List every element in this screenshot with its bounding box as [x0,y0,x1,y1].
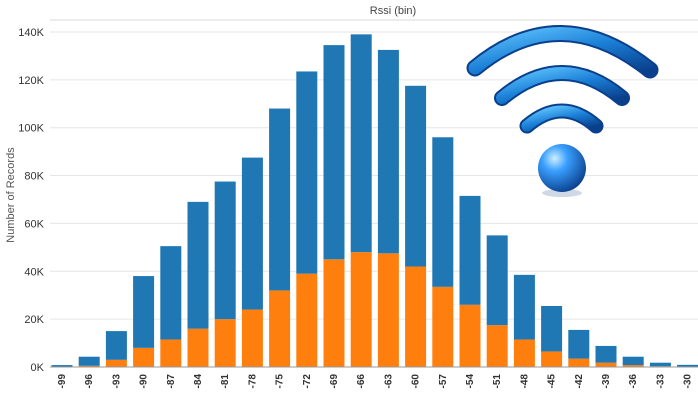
bar-orange [241,309,263,367]
bar-blue [568,329,590,359]
bar-blue [350,34,372,253]
bar-orange [459,304,481,367]
x-tick-label: -69 [329,374,340,389]
y-tick-label: 0K [31,362,45,374]
bar-orange [350,252,372,367]
bar-blue [105,331,127,360]
bar-orange [214,319,236,367]
bar-blue [513,274,535,340]
x-tick-label: -36 [628,374,639,389]
bar-blue [160,246,182,340]
wifi-arc-middle [496,67,628,104]
y-tick-label: 40K [24,266,44,278]
bar-orange [486,325,508,367]
bar-blue [432,137,454,287]
x-tick-label: -96 [84,374,95,389]
bar-orange [377,253,399,367]
bar-orange [323,259,345,367]
y-tick-label: 20K [24,314,44,326]
bar-blue [595,345,617,363]
bar-blue [459,195,481,305]
x-tick-label: -54 [465,374,476,389]
bar-blue [622,356,644,366]
x-tick-label: -99 [57,374,68,389]
bars [51,34,698,367]
x-tick-label: -81 [220,374,231,389]
bar-orange [595,362,617,367]
bar-blue [187,201,209,329]
x-tick-label: -84 [193,374,204,389]
x-tick-label: -60 [411,374,422,389]
bar-orange [296,273,318,367]
x-tick-label: -87 [166,374,177,389]
bar-orange [78,365,100,367]
y-axis-ticks: 0K 20K 40K 60K 80K 100K 120K 140K [18,27,44,374]
bar-blue [214,181,236,320]
bar-blue [377,49,399,254]
x-tick-label: -42 [574,374,585,389]
x-tick-label: -57 [438,374,449,389]
bar-orange [105,359,127,367]
bar-orange [269,290,291,367]
bar-blue [541,305,563,352]
bar-blue [486,235,508,326]
y-axis-title: Number of Records [5,147,17,243]
bar-orange [513,339,535,367]
bar-blue [405,85,427,267]
y-tick-label: 80K [24,171,44,183]
x-tick-label: -90 [139,374,150,389]
bar-orange [541,351,563,367]
wifi-arc-inner [521,105,602,132]
bar-orange [133,347,155,367]
x-tick-label: -66 [356,374,367,389]
bar-orange [405,266,427,367]
x-tick-label: -75 [275,374,286,389]
x-tick-label: -63 [383,374,394,389]
bar-blue [323,45,345,260]
bar-orange [622,365,644,367]
x-tick-label: -30 [683,374,694,389]
y-tick-label: 140K [18,27,44,39]
wifi-arc-outer [468,27,657,77]
bar-orange [432,286,454,367]
x-tick-label: -39 [601,374,612,389]
wifi-signal-icon [466,25,659,197]
bar-blue [269,108,291,291]
bar-blue [677,364,698,367]
x-axis-ticks: -99 -96 -93 -90 -87 -84 -81 -78 -75 -72 -69 -66 -63 -… [57,374,694,389]
x-tick-label: -51 [492,374,503,389]
bar-orange [160,339,182,367]
bar-orange [568,358,590,367]
x-tick-label: -72 [302,374,313,389]
bar-blue [78,356,100,366]
x-tick-label: -45 [547,374,558,389]
wifi-dot-shadow [542,189,582,197]
bar-blue [241,157,263,310]
bar-blue [51,365,73,367]
x-tick-label: -93 [111,374,122,389]
wifi-dot [538,144,586,192]
bar-blue [296,71,318,274]
x-tick-label: -33 [655,374,666,389]
bar-blue [133,276,155,348]
bar-orange [187,328,209,367]
y-tick-label: 60K [24,218,44,230]
chart-title: Rssi (bin) [370,5,416,17]
x-tick-label: -48 [519,374,530,389]
y-tick-label: 100K [18,123,44,135]
x-tick-label: -78 [247,374,258,389]
bar-blue [649,362,671,367]
y-tick-label: 120K [18,75,44,87]
